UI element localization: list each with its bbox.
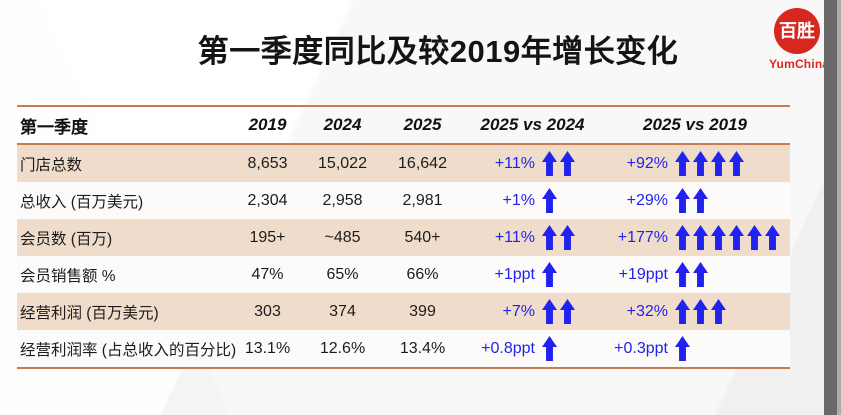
seal-text: 百胜 (779, 21, 815, 41)
delta-2025-vs-2019: +0.3ppt (600, 336, 790, 361)
delta-2025-vs-2024: +11% (465, 151, 600, 176)
value-2025: 16,642 (398, 154, 447, 172)
delta-text: +11% (494, 154, 535, 172)
value-2024: 65% (326, 265, 359, 283)
header-2025: 2025 (403, 115, 442, 134)
table-row: 会员数 (百万) 195+ ~485 540+ +11% +177% (17, 219, 790, 256)
value-2024: ~485 (324, 228, 361, 246)
up-arrows-icon (542, 188, 557, 213)
delta-text: +11% (494, 228, 535, 246)
up-arrows-icon (675, 225, 780, 250)
delta-text: +32% (626, 302, 668, 320)
delta-text: +1% (502, 191, 535, 209)
yumchina-logo: 百胜 YumChina (769, 8, 830, 71)
table-header-row: 第一季度 2019 2024 2025 2025 vs 2024 2025 vs… (17, 107, 790, 145)
delta-2025-vs-2019: +19ppt (600, 262, 790, 287)
up-arrows-icon (675, 151, 744, 176)
table-row: 经营利润率 (占总收入的百分比) 13.1% 12.6% 13.4% +0.8p… (17, 330, 790, 367)
value-2019: 47% (251, 265, 284, 283)
up-arrows-icon (542, 299, 575, 324)
header-2025-vs-2019: 2025 vs 2019 (643, 115, 747, 134)
up-arrows-icon (675, 188, 708, 213)
delta-text: +29% (626, 191, 668, 209)
window-edge-light (837, 0, 841, 415)
table-row: 会员销售额 % 47% 65% 66% +1ppt +19ppt (17, 256, 790, 293)
value-2019: 303 (254, 302, 281, 320)
delta-2025-vs-2024: +1% (465, 188, 600, 213)
yumchina-wordmark: YumChina (769, 57, 830, 71)
up-arrows-icon (675, 336, 690, 361)
row-label: 经营利润率 (占总收入的百分比) (20, 341, 237, 359)
delta-2025-vs-2019: +92% (600, 151, 790, 176)
value-2025: 13.4% (399, 339, 446, 357)
row-label: 会员数 (百万) (20, 230, 113, 248)
delta-2025-vs-2019: +177% (600, 225, 790, 250)
value-2025: 540+ (404, 228, 441, 246)
up-arrows-icon (542, 336, 557, 361)
value-2024: 2,958 (322, 191, 363, 209)
table-body: 门店总数 8,653 15,022 16,642 +11% +92% 总收入 (… (17, 145, 790, 367)
window-edge-dark (824, 0, 837, 415)
value-2019: 13.1% (244, 339, 291, 357)
header-2019: 2019 (248, 115, 287, 134)
row-label: 会员销售额 % (20, 267, 116, 285)
up-arrows-icon (675, 299, 726, 324)
value-2024: 374 (329, 302, 356, 320)
delta-text: +19ppt (618, 265, 668, 283)
table-row: 经营利润 (百万美元) 303 374 399 +7% +32% (17, 293, 790, 330)
up-arrows-icon (542, 151, 575, 176)
yumchina-seal-icon: 百胜 (774, 8, 820, 54)
up-arrows-icon (542, 262, 557, 287)
value-2025: 399 (409, 302, 436, 320)
table-row: 总收入 (百万美元) 2,304 2,958 2,981 +1% +29% (17, 182, 790, 219)
delta-text: +0.8ppt (481, 339, 535, 357)
page-title: 第一季度同比及较2019年增长变化 (197, 34, 679, 69)
header-2025-vs-2024: 2025 vs 2024 (480, 115, 585, 134)
delta-text: +0.3ppt (614, 339, 668, 357)
delta-2025-vs-2019: +29% (600, 188, 790, 213)
value-2019: 8,653 (247, 154, 288, 172)
table-row: 门店总数 8,653 15,022 16,642 +11% +92% (17, 145, 790, 182)
value-2025: 66% (406, 265, 439, 283)
q1-comparison-table: 第一季度 2019 2024 2025 2025 vs 2024 2025 vs… (17, 105, 790, 369)
value-2025: 2,981 (402, 191, 443, 209)
value-2019: 2,304 (247, 191, 288, 209)
up-arrows-icon (675, 262, 708, 287)
value-2024: 12.6% (319, 339, 366, 357)
delta-text: +1ppt (494, 265, 535, 283)
delta-text: +92% (626, 154, 668, 172)
delta-text: +177% (617, 228, 668, 246)
delta-2025-vs-2024: +7% (465, 299, 600, 324)
row-label: 门店总数 (20, 156, 83, 174)
delta-2025-vs-2024: +11% (465, 225, 600, 250)
header-2024: 2024 (323, 115, 362, 134)
value-2019: 195+ (249, 228, 286, 246)
up-arrows-icon (542, 225, 575, 250)
delta-2025-vs-2019: +32% (600, 299, 790, 324)
header-quarter: 第一季度 (20, 117, 88, 137)
delta-text: +7% (502, 302, 535, 320)
value-2024: 15,022 (318, 154, 367, 172)
delta-2025-vs-2024: +0.8ppt (465, 336, 600, 361)
row-label: 总收入 (百万美元) (20, 193, 144, 211)
delta-2025-vs-2024: +1ppt (465, 262, 600, 287)
row-label: 经营利润 (百万美元) (20, 304, 159, 322)
